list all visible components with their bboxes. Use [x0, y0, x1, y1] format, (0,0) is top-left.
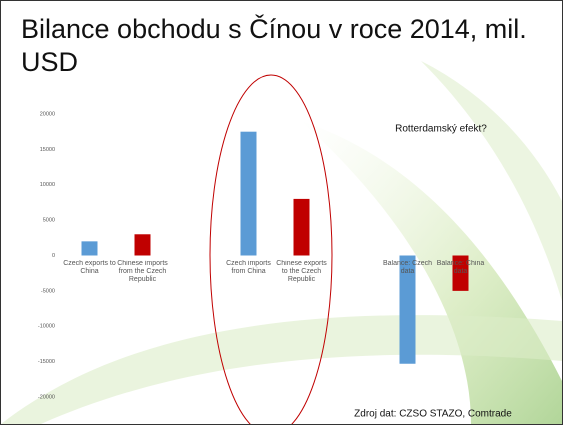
- y-tick-label: 5000: [43, 218, 55, 224]
- y-tick-label: -10000: [38, 324, 55, 330]
- x-tick-label-box: Balance: China data: [436, 259, 485, 275]
- y-tick-label: 10000: [40, 182, 55, 188]
- x-tick-label: Balance: Czech data: [382, 259, 433, 275]
- x-tick-label: Chinese exports to the Czech Republic: [276, 259, 327, 283]
- bar: [293, 198, 310, 256]
- x-tick-label-box: Chinese exports to the Czech Republic: [276, 259, 327, 283]
- annotation: Zdroj dat: CZSO STAZO, Comtrade: [354, 409, 512, 420]
- x-tick-label-box: Balance: Czech data: [382, 259, 433, 275]
- y-tick-label: 20000: [40, 111, 55, 117]
- bar: [452, 255, 469, 291]
- highlight-ellipse: [209, 74, 333, 424]
- bar: [134, 234, 151, 256]
- bar: [399, 255, 416, 364]
- decor-swoosh: [421, 61, 562, 301]
- y-tick-label: -5000: [41, 288, 55, 294]
- x-tick-label-box: Czech imports from China: [226, 259, 271, 275]
- chart-title: Bilance obchodu s Čínou v roce 2014, mil…: [21, 14, 527, 77]
- x-tick-label: Czech imports from China: [226, 259, 271, 275]
- x-tick-label: Czech exports to China: [63, 259, 116, 275]
- bar: [240, 131, 257, 256]
- y-tick-label: -20000: [38, 394, 55, 400]
- x-tick-label: Chinese imports from the Czech Republic: [117, 259, 168, 283]
- x-tick-label-box: Czech exports to China: [63, 259, 116, 275]
- annotation: Rotterdamský efekt?: [395, 124, 487, 135]
- x-tick-label: Balance: China data: [436, 259, 485, 275]
- y-tick-label: 15000: [40, 147, 55, 153]
- y-tick-label: -15000: [38, 359, 55, 365]
- y-tick-label: 0: [52, 253, 55, 259]
- x-tick-label-box: Chinese imports from the Czech Republic: [117, 259, 168, 283]
- decor-swoosh: [1, 315, 562, 424]
- bar: [81, 241, 98, 256]
